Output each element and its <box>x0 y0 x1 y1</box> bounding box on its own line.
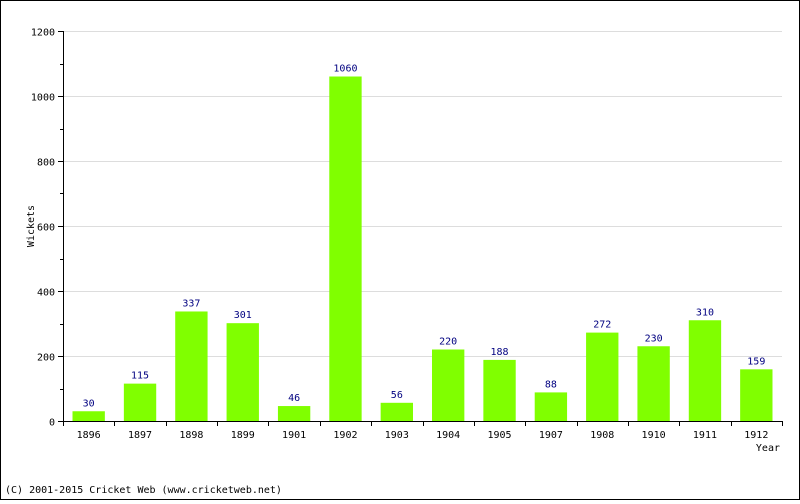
bar-1896 <box>72 411 105 421</box>
bar-1902 <box>329 76 362 421</box>
data-label: 230 <box>645 333 663 344</box>
x-axis-label: Year <box>756 443 780 454</box>
x-tick-label: 1905 <box>487 430 511 441</box>
x-tick-label: 1912 <box>744 430 768 441</box>
bar-1898 <box>175 311 208 421</box>
data-label: 88 <box>545 379 557 390</box>
data-label: 310 <box>696 307 714 318</box>
y-tick-label: 400 <box>37 288 55 299</box>
x-tick-label: 1911 <box>693 430 717 441</box>
bar-1899 <box>226 323 259 421</box>
data-label: 272 <box>593 320 611 331</box>
gridlines <box>63 31 782 357</box>
data-label: 1060 <box>333 64 357 75</box>
y-tick-label: 1200 <box>31 28 55 39</box>
bar-1908 <box>586 332 619 421</box>
y-tick-label: 600 <box>37 223 55 234</box>
labels: 0 200 400 600 800 1000 1200 30 1896 115 1897 337 189… <box>31 28 768 442</box>
bar-1905 <box>483 359 516 421</box>
y-tick-label: 800 <box>37 158 55 169</box>
x-tick-label: 1910 <box>642 430 666 441</box>
x-tick-label: 1897 <box>128 430 152 441</box>
data-label: 159 <box>747 356 765 367</box>
y-tick-label: 0 <box>49 418 55 429</box>
x-tick-label: 1896 <box>77 430 101 441</box>
bars <box>72 76 773 421</box>
x-tick-label: 1908 <box>590 430 614 441</box>
bar-1901 <box>277 406 311 421</box>
y-tick-label: 1000 <box>31 93 55 104</box>
x-tick-label: 1899 <box>231 430 255 441</box>
bar-1903 <box>380 402 413 421</box>
bar-1912 <box>740 369 773 421</box>
copyright-text: (C) 2001-2015 Cricket Web (www.cricketwe… <box>5 485 282 496</box>
data-label: 46 <box>288 393 300 404</box>
x-tick-label: 1901 <box>282 430 306 441</box>
bar-1907 <box>534 392 568 421</box>
data-label: 115 <box>131 371 149 382</box>
bar-1897 <box>123 383 157 421</box>
data-label: 220 <box>439 337 457 348</box>
data-label: 30 <box>83 398 95 409</box>
x-tick-label: 1907 <box>539 430 563 441</box>
x-tick-label: 1902 <box>333 430 357 441</box>
bar-1910 <box>637 346 670 421</box>
x-tick-label: 1903 <box>385 430 409 441</box>
axes <box>58 31 783 426</box>
data-label: 337 <box>182 298 200 309</box>
y-tick-label: 200 <box>37 353 55 364</box>
y-axis-label: Wickets <box>26 205 37 247</box>
data-label: 56 <box>391 390 403 401</box>
bar-1911 <box>688 320 722 421</box>
data-label: 188 <box>491 347 509 358</box>
x-tick-label: 1898 <box>179 430 203 441</box>
bar-1904 <box>432 349 465 421</box>
data-label: 301 <box>234 310 252 321</box>
x-tick-label: 1904 <box>436 430 460 441</box>
